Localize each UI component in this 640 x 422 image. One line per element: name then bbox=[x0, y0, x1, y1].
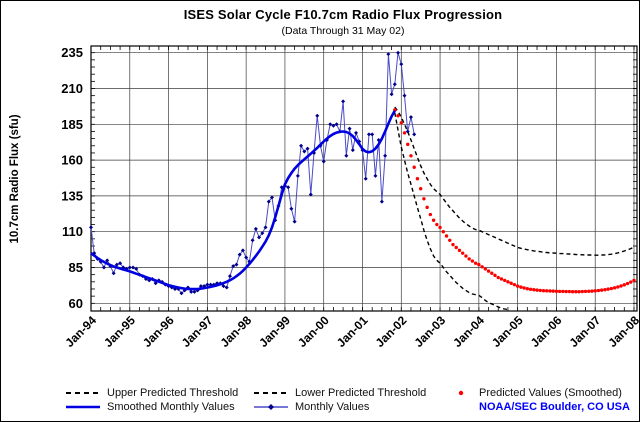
svg-text:Jan-95: Jan-95 bbox=[101, 313, 138, 350]
solid-line-icon bbox=[66, 405, 100, 409]
line-with-dot-icon bbox=[254, 404, 288, 410]
legend-item-smoothed: Smoothed Monthly Values bbox=[65, 401, 235, 413]
svg-text:Jan-03: Jan-03 bbox=[411, 313, 448, 350]
svg-text:160: 160 bbox=[61, 153, 83, 168]
svg-text:85: 85 bbox=[69, 260, 83, 275]
svg-text:Jan-01: Jan-01 bbox=[334, 313, 371, 350]
svg-text:210: 210 bbox=[61, 81, 83, 96]
svg-text:Jan-94: Jan-94 bbox=[62, 313, 99, 350]
svg-text:Jan-08: Jan-08 bbox=[605, 313, 640, 350]
legend-label-smoothed: Smoothed Monthly Values bbox=[107, 401, 235, 413]
svg-text:Jan-96: Jan-96 bbox=[140, 313, 177, 350]
svg-text:185: 185 bbox=[61, 117, 83, 132]
legend-label-lower: Lower Predicted Threshold bbox=[295, 387, 427, 399]
series-predicted-values-smoothed- bbox=[393, 108, 636, 294]
series-upper-predicted-threshold bbox=[394, 106, 635, 256]
svg-text:Jan-97: Jan-97 bbox=[179, 313, 216, 350]
svg-text:Jan-06: Jan-06 bbox=[528, 313, 565, 350]
chart-subtitle: (Data Through 31 May 02) bbox=[281, 25, 405, 37]
dashed-line-icon bbox=[66, 392, 100, 394]
plot-border bbox=[90, 45, 638, 312]
svg-text:Jan-99: Jan-99 bbox=[256, 313, 293, 350]
legend-label-predicted: Predicted Values (Smoothed) bbox=[479, 387, 622, 399]
minor-ticks bbox=[90, 46, 637, 311]
series-smoothed-monthly-values bbox=[90, 110, 396, 291]
legend-label-monthly: Monthly Values bbox=[295, 401, 370, 413]
chart-title: ISES Solar Cycle F10.7cm Radio Flux Prog… bbox=[183, 7, 503, 22]
svg-text:Jan-05: Jan-05 bbox=[489, 313, 526, 350]
y-axis-title: 10.7cm Radio Flux (sfu) bbox=[9, 114, 21, 243]
legend-label-upper: Upper Predicted Threshold bbox=[107, 387, 239, 399]
legend-item-upper-threshold: Upper Predicted Threshold bbox=[65, 387, 238, 399]
svg-text:Jan-98: Jan-98 bbox=[217, 313, 254, 350]
series-lower-predicted-threshold bbox=[394, 112, 509, 311]
red-dot-icon bbox=[458, 390, 464, 396]
legend-item-lower-threshold: Lower Predicted Threshold bbox=[253, 387, 426, 399]
svg-text:Jan-07: Jan-07 bbox=[567, 313, 604, 350]
svg-text:135: 135 bbox=[61, 188, 83, 203]
legend-item-monthly: Monthly Values bbox=[253, 401, 369, 413]
svg-text:60: 60 bbox=[69, 296, 83, 311]
svg-text:Jan-02: Jan-02 bbox=[373, 313, 410, 350]
legend-item-predicted: Predicted Values (Smoothed) bbox=[453, 387, 622, 399]
svg-text:110: 110 bbox=[62, 224, 83, 239]
x-axis-tick-labels: Jan-94 Jan-95 Jan-96 Jan-97 Jan-98 Jan-99 Jan-… bbox=[62, 313, 640, 350]
y-axis-tick-labels: 60 85 110 135 160 185 210 235 bbox=[61, 45, 83, 311]
dashed-line-icon bbox=[254, 392, 288, 394]
noaa-credit: NOAA/SEC Boulder, CO USA bbox=[479, 401, 630, 413]
svg-text:Jan-00: Jan-00 bbox=[295, 313, 332, 350]
svg-text:235: 235 bbox=[61, 45, 83, 60]
svg-text:Jan-04: Jan-04 bbox=[450, 313, 487, 350]
